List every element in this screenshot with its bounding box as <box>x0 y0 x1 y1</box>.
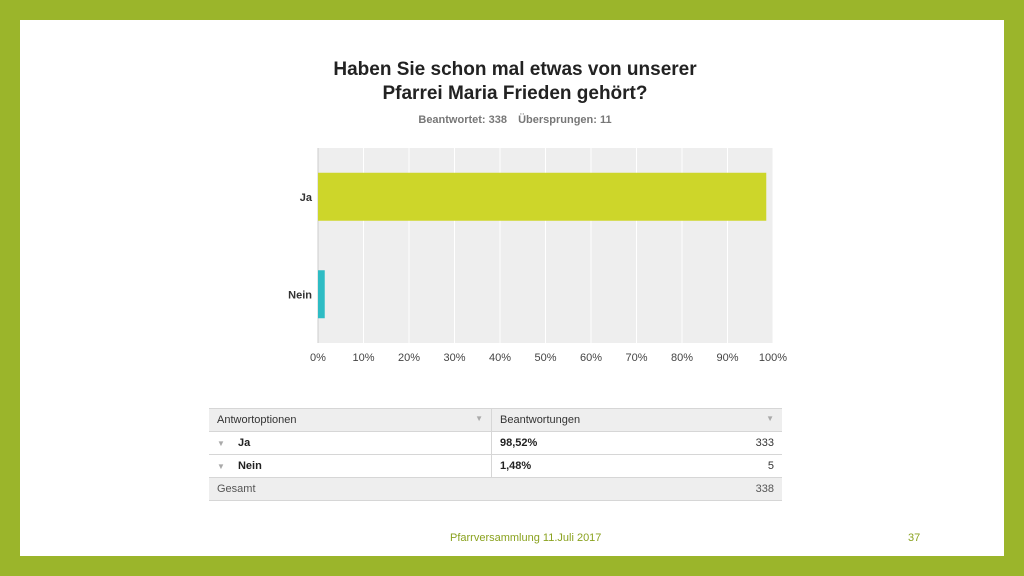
x-tick-label: 50% <box>534 352 556 364</box>
option-cell: ▼ Ja <box>209 431 492 455</box>
x-tick-label: 40% <box>489 352 511 364</box>
bar-chart: 0% 10% 20% 30% 40% 50% 60% 70% 80% 90% 100% Ja Nein <box>288 148 787 364</box>
header-options[interactable]: Antwortoptionen ▼ <box>209 408 492 432</box>
skipped-count: Übersprungen: 11 <box>518 114 612 126</box>
x-tick-label: 90% <box>716 352 738 364</box>
table-total-row: Gesamt 338 <box>209 477 782 501</box>
x-tick-label: 0% <box>310 352 326 364</box>
page-number: 37 <box>908 532 921 544</box>
title-line-2: Pfarrei Maria Frieden gehört? <box>382 83 648 104</box>
x-tick-label: 70% <box>625 352 647 364</box>
footer-text: Pfarrversammlung 11.Juli 2017 <box>450 532 602 544</box>
option-cell: ▼ Nein <box>209 454 492 478</box>
table-row: ▼ Nein 1,48% 5 <box>209 454 782 478</box>
page-title: Haben Sie schon mal etwas von unserer Pf… <box>20 58 1010 106</box>
percent-cell: 1,48% <box>491 454 646 478</box>
count-cell: 5 <box>646 454 782 478</box>
response-stats: Beantwortet: 338 Übersprungen: 11 <box>20 114 1010 126</box>
results-table: Antwortoptionen ▼ Beantwortungen ▼ ▼ Ja … <box>209 408 782 501</box>
title-line-1: Haben Sie schon mal etwas von unserer <box>333 59 697 80</box>
percent-cell: 98,52% <box>491 431 646 455</box>
expand-caret-icon[interactable]: ▼ <box>217 439 225 448</box>
bar <box>318 172 767 221</box>
x-tick-label: 60% <box>580 352 602 364</box>
total-count: 338 <box>646 477 782 501</box>
total-label: Gesamt <box>209 477 646 501</box>
x-tick-label: 10% <box>352 352 374 364</box>
category-label: Ja <box>300 192 313 204</box>
table-row: ▼ Ja 98,52% 333 <box>209 431 782 455</box>
table-header-row: Antwortoptionen ▼ Beantwortungen ▼ <box>209 408 782 432</box>
x-tick-label: 100% <box>759 352 787 364</box>
sort-caret-icon[interactable]: ▼ <box>475 414 483 423</box>
bar <box>318 270 325 319</box>
header-responses[interactable]: Beantwortungen ▼ <box>491 408 782 432</box>
sort-caret-icon[interactable]: ▼ <box>766 414 774 423</box>
answered-count: Beantwortet: 338 <box>418 114 508 126</box>
expand-caret-icon[interactable]: ▼ <box>217 462 225 471</box>
x-tick-label: 80% <box>671 352 693 364</box>
x-tick-label: 30% <box>443 352 465 364</box>
category-label: Nein <box>288 289 312 301</box>
x-tick-label: 20% <box>398 352 420 364</box>
slide: Haben Sie schon mal etwas von unserer Pf… <box>20 20 1004 556</box>
count-cell: 333 <box>646 431 782 455</box>
